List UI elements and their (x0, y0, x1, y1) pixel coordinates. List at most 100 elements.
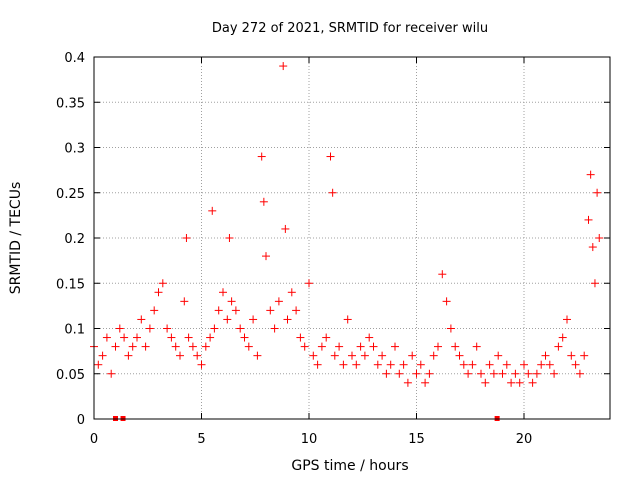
data-point (511, 369, 520, 378)
y-tick-label: 0.35 (56, 96, 85, 111)
data-point (206, 333, 215, 342)
data-point (326, 152, 335, 161)
data-point (464, 369, 473, 378)
data-point (309, 351, 318, 360)
y-tick-label: 0.3 (64, 142, 85, 157)
data-point (154, 288, 163, 297)
data-point (468, 360, 477, 369)
data-point (231, 306, 240, 315)
y-tick-label: 0.15 (56, 277, 85, 292)
data-point (244, 342, 253, 351)
data-point (328, 188, 337, 197)
data-point (451, 342, 460, 351)
data-point (300, 342, 309, 351)
data-point (408, 351, 417, 360)
data-point (249, 315, 258, 324)
data-point (281, 224, 290, 233)
x-tick-label: 5 (197, 432, 205, 447)
data-point (313, 360, 322, 369)
y-tick-label: 0.1 (64, 323, 85, 338)
data-point (266, 306, 275, 315)
data-point (571, 360, 580, 369)
data-point (369, 342, 378, 351)
data-point (193, 351, 202, 360)
x-tick-label: 10 (301, 432, 318, 447)
data-point (429, 351, 438, 360)
data-point (167, 333, 176, 342)
data-point (262, 252, 270, 261)
data-point (373, 360, 382, 369)
data-point (515, 378, 524, 387)
grid-layer (94, 57, 610, 419)
data-point (253, 351, 262, 360)
data-point (575, 369, 584, 378)
data-point (403, 378, 412, 387)
data-point (141, 342, 150, 351)
data-point (382, 369, 391, 378)
data-point (541, 351, 550, 360)
data-point (102, 333, 111, 342)
x-tick-label: 20 (516, 432, 533, 447)
data-point (391, 342, 399, 351)
data-point (595, 234, 604, 242)
data-point (283, 315, 292, 324)
data-point (257, 152, 266, 161)
data-point (356, 342, 365, 351)
data-point (584, 215, 593, 224)
data-point (550, 369, 559, 378)
y-axis-label: SRMTID / TECUs (8, 182, 24, 295)
data-point (330, 351, 339, 360)
data-point (270, 324, 279, 333)
data-point (425, 369, 434, 378)
data-point (593, 188, 602, 197)
data-point (586, 170, 595, 179)
data-point (472, 342, 481, 351)
data-point (339, 360, 348, 369)
data-point (455, 351, 464, 360)
data-point (201, 342, 210, 351)
y-tick-label: 0.25 (56, 187, 85, 202)
data-point (343, 315, 352, 324)
data-point (442, 297, 451, 306)
data-point (236, 324, 245, 333)
x-tick-label: 0 (90, 432, 98, 447)
y-tick-label: 0.4 (64, 51, 85, 66)
data-point (352, 360, 361, 369)
data-point (485, 360, 494, 369)
data-point (145, 324, 154, 333)
data-point (158, 279, 167, 288)
data-point (296, 333, 305, 342)
data-points (90, 62, 604, 421)
data-point (124, 351, 133, 360)
data-point (176, 351, 184, 360)
data-point (137, 315, 146, 324)
data-point (163, 324, 172, 333)
data-point (477, 369, 485, 378)
data-point (225, 234, 234, 242)
data-point (335, 342, 344, 351)
data-point (197, 360, 206, 369)
data-point (502, 360, 511, 369)
data-point (184, 333, 193, 342)
x-axis-label: GPS time / hours (291, 458, 408, 474)
y-tick-label: 0.2 (64, 232, 85, 247)
data-point (317, 342, 326, 351)
data-point (120, 333, 129, 342)
data-point (489, 369, 498, 378)
data-point (150, 306, 159, 315)
data-point (563, 315, 571, 324)
data-point (128, 342, 137, 351)
data-point (180, 297, 189, 306)
data-point (399, 360, 408, 369)
data-point (115, 324, 124, 333)
data-point (395, 369, 404, 378)
data-point (274, 297, 283, 306)
data-point (386, 360, 395, 369)
data-point (94, 360, 103, 369)
data-point (438, 270, 447, 279)
data-point (223, 315, 232, 324)
y-tick-label: 0.05 (56, 368, 85, 383)
axis-ticks: 0 0.05 0.1 0.15 0.2 0.25 0.3 0.35 0.4 0 5 10 15 20 (56, 51, 610, 447)
data-point (219, 288, 227, 297)
